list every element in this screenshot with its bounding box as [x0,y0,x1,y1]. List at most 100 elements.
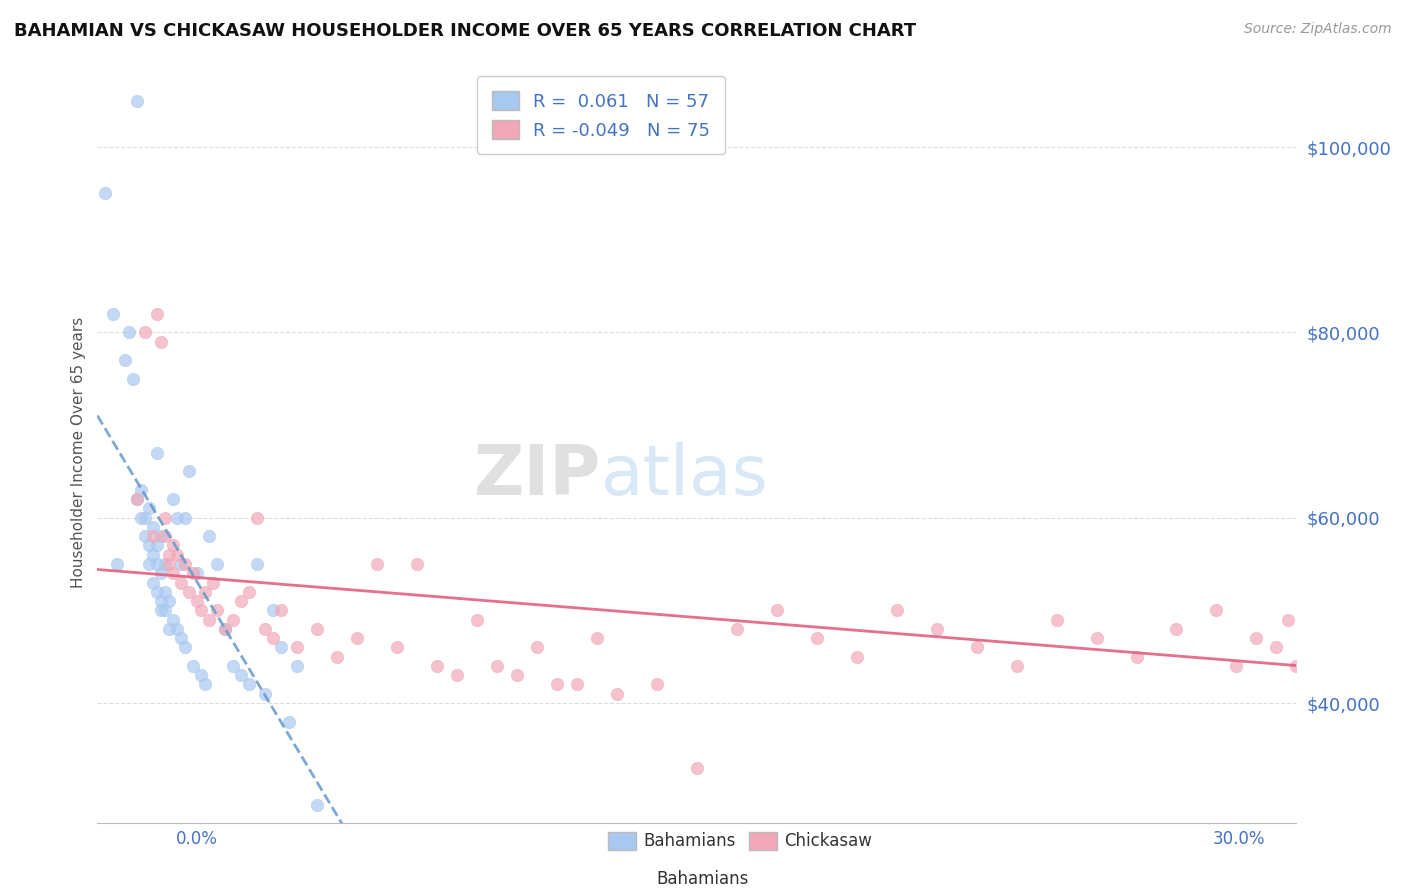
Point [157,557,180,571]
Text: 0.0%: 0.0% [176,830,218,847]
Point [118,326,141,340]
Point [194,584,217,599]
Point [138,539,160,553]
Point [1166,622,1188,636]
Text: ZIP: ZIP [474,442,600,508]
Point [146,584,169,599]
Point [406,557,429,571]
Point [606,687,628,701]
Point [179,584,201,599]
Point [254,687,277,701]
Point [174,640,197,655]
Point [103,307,125,321]
Text: Chickasaw: Chickasaw [785,832,872,850]
Point [134,529,156,543]
Point [134,510,156,524]
Point [307,797,329,812]
Point [446,668,468,682]
Point [157,548,180,562]
Point [155,557,177,571]
Point [486,659,509,673]
Point [366,557,388,571]
Point [170,557,193,571]
Point [1205,603,1227,617]
Point [506,668,529,682]
Point [1385,631,1406,645]
Point [170,631,193,645]
Point [150,334,173,349]
Point [138,557,160,571]
Point [270,640,292,655]
Point [142,548,165,562]
Point [146,539,169,553]
Point [1246,631,1268,645]
Point [105,557,128,571]
Point [166,510,188,524]
Point [1305,649,1327,664]
Point [254,622,277,636]
Point [222,613,245,627]
Text: Bahamians: Bahamians [657,870,749,888]
Point [131,510,153,524]
Point [238,584,260,599]
Point [146,446,169,460]
Point [162,539,184,553]
Point [262,631,284,645]
Point [162,566,184,581]
Point [142,529,165,543]
Point [142,575,165,590]
Point [142,520,165,534]
Point [725,622,748,636]
Point [586,631,609,645]
Point [181,566,204,581]
Point [202,575,225,590]
Point [186,566,208,581]
Point [222,659,245,673]
Point [127,492,149,507]
Point [166,548,188,562]
Point [1085,631,1108,645]
Text: 30.0%: 30.0% [1213,830,1265,847]
Text: atlas: atlas [600,442,769,508]
Point [765,603,787,617]
Point [146,557,169,571]
Point [806,631,828,645]
Point [385,640,408,655]
Point [526,640,548,655]
Text: Bahamians: Bahamians [643,832,735,850]
Point [174,510,197,524]
Y-axis label: Householder Income Over 65 years: Householder Income Over 65 years [72,318,86,589]
Point [150,529,173,543]
Point [127,492,149,507]
Point [246,510,269,524]
Point [886,603,908,617]
Point [179,464,201,478]
Point [1125,649,1147,664]
Point [1277,613,1299,627]
Point [155,584,177,599]
Point [174,557,197,571]
Point [114,353,136,368]
Point [150,603,173,617]
Point [155,529,177,543]
Point [186,594,208,608]
Point [181,659,204,673]
Point [1324,631,1347,645]
Point [966,640,988,655]
Point [238,677,260,691]
Point [307,622,329,636]
Point [565,677,588,691]
Point [131,483,153,497]
Point [1357,659,1379,673]
Point [198,529,221,543]
Point [845,649,868,664]
Point [138,501,160,516]
Point [1346,603,1368,617]
Point [157,594,180,608]
Point [94,186,117,201]
Point [231,668,253,682]
Point [246,557,269,571]
Point [925,622,948,636]
Point [155,603,177,617]
Point [1265,640,1288,655]
